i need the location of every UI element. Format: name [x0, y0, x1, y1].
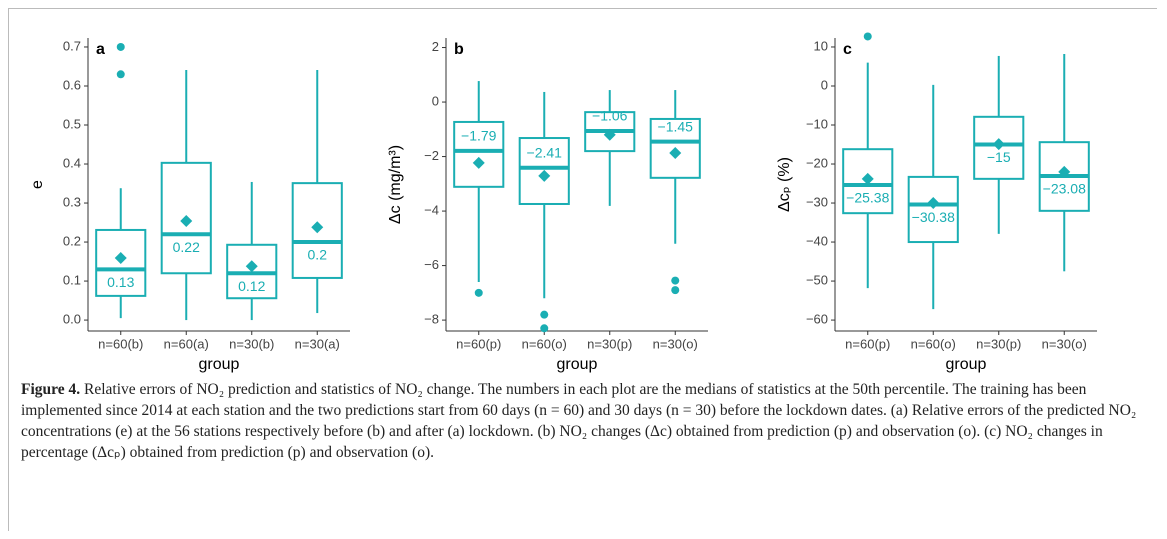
x-tick-label: n=60(o): [911, 336, 956, 351]
median-label: −1.06: [592, 108, 628, 124]
y-tick-label: −10: [806, 116, 828, 131]
x-tick-label: n=60(b): [98, 336, 143, 351]
caption-text: Relative errors of NO₂ prediction and st…: [21, 381, 1137, 461]
panel-label: c: [843, 41, 852, 58]
y-tick-label: −40: [806, 233, 828, 248]
outlier: [116, 42, 125, 51]
median-label: 0.12: [238, 278, 265, 294]
box: [649, 117, 701, 179]
x-axis-label: group: [946, 356, 987, 373]
y-tick-label: −50: [806, 272, 828, 287]
outlier: [116, 70, 125, 79]
y-tick-label: 0.4: [63, 155, 81, 170]
x-tick-label: n=30(o): [653, 336, 698, 351]
median-label: 0.22: [173, 239, 200, 255]
caption: Figure 4. Relative errors of NO₂ predict…: [21, 379, 1141, 463]
median-label: −25.38: [846, 190, 889, 206]
median-label: −1.79: [461, 128, 497, 144]
y-tick-label: −4: [424, 203, 439, 218]
figure: a e group 0.0 0.1 0.2 0.3 0.4 0.5 0.6 0.7 n=60(b) 0.…: [8, 8, 1157, 531]
y-tick-label: 2: [432, 39, 439, 54]
mean-marker: [861, 172, 874, 185]
y-tick-label: 0.0: [63, 312, 81, 327]
median-label: 0.2: [308, 247, 328, 263]
y-tick-label: 10: [814, 38, 828, 53]
y-axis-label: e: [29, 180, 46, 189]
x-tick-label: n=30(a): [295, 336, 340, 351]
median-label: 0.13: [107, 274, 134, 290]
y-tick-label: −30: [806, 194, 828, 209]
mean-marker: [245, 260, 258, 273]
mean-marker: [114, 252, 127, 265]
x-tick-label: n=30(p): [587, 336, 632, 351]
mean-marker: [180, 214, 193, 227]
box: [160, 161, 212, 275]
outlier: [540, 310, 549, 319]
box: [907, 175, 959, 244]
box: [453, 120, 505, 188]
outlier: [671, 286, 680, 295]
mean-marker: [669, 147, 682, 160]
y-axis-label: Δc (mg/m³): [387, 145, 404, 224]
y-tick-label: 0.5: [63, 116, 81, 131]
y-tick-label: −8: [424, 312, 439, 327]
median-label: −1.45: [658, 118, 694, 134]
outlier: [540, 324, 549, 333]
y-axis-label: Δcₚ (%): [776, 157, 793, 212]
mean-marker: [1058, 165, 1071, 178]
mean-marker: [992, 138, 1005, 151]
box: [95, 228, 147, 297]
x-tick-label: n=30(b): [229, 336, 274, 351]
y-tick-label: −2: [424, 148, 439, 163]
box: [973, 115, 1025, 180]
panel-label: b: [454, 41, 464, 58]
x-tick-label: n=60(a): [164, 336, 209, 351]
y-tick-label: 0.3: [63, 194, 81, 209]
x-tick-label: n=60(p): [845, 336, 890, 351]
outlier: [474, 288, 483, 297]
y-tick-label: 0: [432, 93, 439, 108]
y-tick-label: 0.1: [63, 272, 81, 287]
outlier: [671, 276, 680, 285]
x-axis-label: group: [557, 356, 598, 373]
median-label: −30.38: [912, 209, 955, 225]
y-tick-label: −60: [806, 312, 828, 327]
y-tick-label: 0.2: [63, 233, 81, 248]
mean-marker: [603, 128, 616, 141]
box: [291, 182, 343, 279]
y-tick-label: 0.7: [63, 38, 81, 53]
mean-marker: [311, 221, 324, 234]
median-label: −23.08: [1043, 181, 1086, 197]
y-tick-label: −20: [806, 155, 828, 170]
mean-marker: [538, 169, 551, 182]
charts: a e group 0.0 0.1 0.2 0.3 0.4 0.5 0.6 0.7 n=60(b) 0.…: [29, 32, 1097, 373]
box: [518, 137, 570, 205]
y-tick-label: 0: [821, 77, 828, 92]
mean-marker: [927, 197, 940, 210]
y-tick-label: 0.6: [63, 77, 81, 92]
caption-label: Figure 4.: [21, 381, 81, 398]
x-tick-label: n=60(o): [522, 336, 567, 351]
x-tick-label: n=30(o): [1042, 336, 1087, 351]
x-tick-label: n=60(p): [456, 336, 501, 351]
y-tick-label: −6: [424, 257, 439, 272]
box: [842, 148, 894, 215]
median-label: −15: [987, 149, 1011, 165]
median-label: −2.41: [527, 144, 563, 160]
panel-label: a: [96, 41, 105, 58]
x-axis-label: group: [199, 356, 240, 373]
x-tick-label: n=30(p): [976, 336, 1021, 351]
outlier: [863, 32, 872, 41]
mean-marker: [472, 156, 485, 169]
